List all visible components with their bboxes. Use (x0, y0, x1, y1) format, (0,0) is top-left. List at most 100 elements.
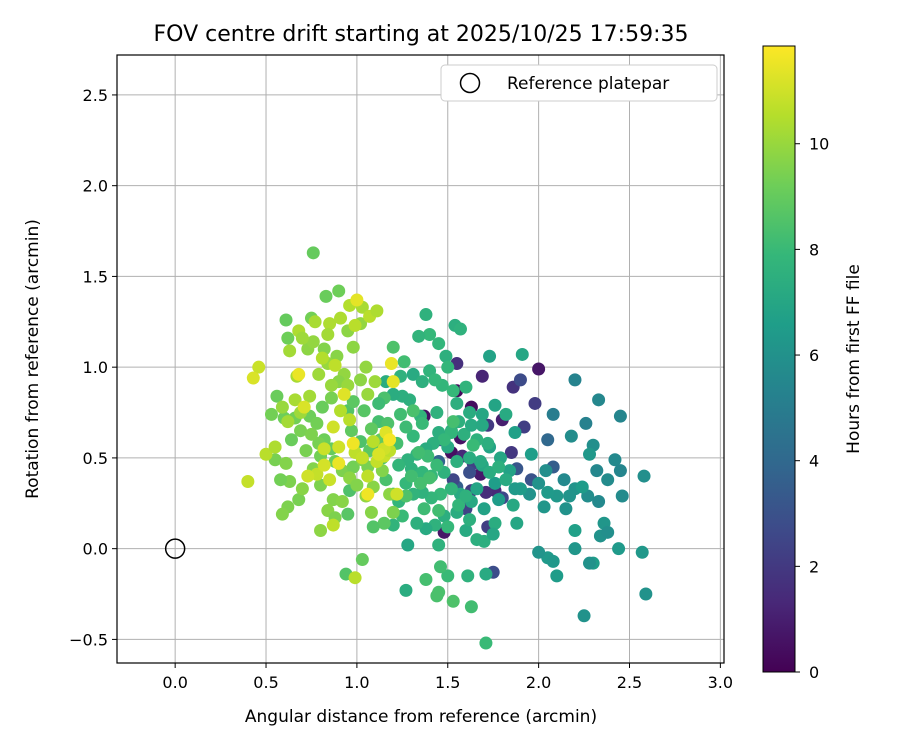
data-point (324, 378, 338, 392)
y-tick-label: 1.0 (83, 358, 108, 377)
y-axis: −0.5 0.0 0.5 1.0 1.5 2.0 2.5 (69, 86, 117, 649)
data-point (583, 447, 597, 461)
data-point (301, 469, 315, 483)
data-point (528, 396, 542, 410)
data-point (564, 429, 578, 443)
data-point (410, 516, 424, 530)
data-point (270, 389, 284, 403)
data-point (637, 469, 651, 483)
data-point (475, 369, 489, 383)
data-point (332, 284, 346, 298)
data-point (539, 464, 553, 478)
data-point (295, 482, 309, 496)
data-point (275, 400, 289, 414)
data-point (508, 482, 522, 496)
data-point (241, 475, 255, 489)
data-point (444, 482, 458, 496)
x-tick-label: 2.5 (617, 673, 642, 692)
x-tick-label: 2.0 (526, 673, 551, 692)
data-point (601, 473, 615, 487)
data-point (383, 433, 397, 447)
colorbar-label: Hours from first FF file (844, 264, 864, 454)
data-point (292, 493, 306, 507)
data-point (513, 373, 527, 387)
data-point (423, 327, 437, 341)
data-point (401, 538, 415, 552)
data-point (613, 464, 627, 478)
data-point (508, 426, 522, 440)
data-point (473, 455, 487, 469)
data-point (470, 482, 484, 496)
data-point (461, 569, 475, 583)
data-point (568, 542, 582, 556)
data-point (366, 520, 380, 534)
data-point (274, 473, 288, 487)
data-point (430, 406, 444, 420)
data-point (559, 502, 573, 516)
data-point (281, 331, 295, 345)
data-point (612, 542, 626, 556)
data-point (332, 456, 346, 470)
data-point (483, 349, 497, 363)
data-point (332, 440, 346, 454)
data-point (406, 367, 420, 381)
data-point (488, 516, 502, 530)
data-point (575, 480, 589, 494)
data-point (348, 318, 362, 332)
data-point (324, 391, 338, 405)
plot-frame (116, 54, 725, 664)
data-point (279, 313, 293, 327)
data-point (310, 416, 324, 430)
data-point (463, 513, 477, 527)
data-point (510, 516, 524, 530)
y-tick-label: 2.5 (83, 86, 108, 105)
data-point (541, 433, 555, 447)
x-axis-label: Angular distance from reference (arcmin) (245, 707, 597, 727)
data-point (432, 337, 446, 351)
data-point (537, 500, 551, 514)
data-point (399, 420, 413, 434)
data-point (355, 451, 369, 465)
data-point (252, 360, 266, 374)
data-point (350, 293, 364, 307)
data-point (441, 520, 455, 534)
legend-entry-reference-platepar: Reference platepar (507, 74, 669, 94)
y-tick-label: 1.5 (83, 267, 108, 286)
data-point (348, 571, 362, 585)
legend-box (440, 64, 718, 102)
data-point (246, 371, 260, 385)
data-point (334, 404, 348, 418)
data-point (568, 524, 582, 538)
colorbar-tick-label: 4 (809, 452, 819, 471)
data-point (592, 494, 606, 508)
data-point (486, 527, 500, 541)
data-point (450, 455, 464, 469)
data-point (423, 471, 437, 485)
data-point (639, 587, 653, 601)
data-point (463, 451, 477, 465)
data-point (492, 460, 506, 474)
data-point (437, 433, 451, 447)
data-point (372, 447, 386, 461)
data-point (506, 498, 520, 512)
data-point (441, 569, 455, 583)
data-point (275, 507, 289, 521)
data-point (479, 636, 493, 650)
data-point (377, 516, 391, 530)
data-point (297, 400, 311, 414)
data-point (346, 436, 360, 450)
data-point (328, 358, 342, 372)
data-point (475, 407, 489, 421)
data-point (492, 493, 506, 507)
data-point (613, 409, 627, 423)
data-point (321, 327, 335, 341)
data-point (446, 415, 460, 429)
data-point (394, 407, 408, 421)
data-point (372, 396, 386, 410)
x-tick-label: 1.5 (435, 673, 460, 692)
data-point (459, 489, 473, 503)
data-point (361, 487, 375, 501)
data-point (264, 407, 278, 421)
